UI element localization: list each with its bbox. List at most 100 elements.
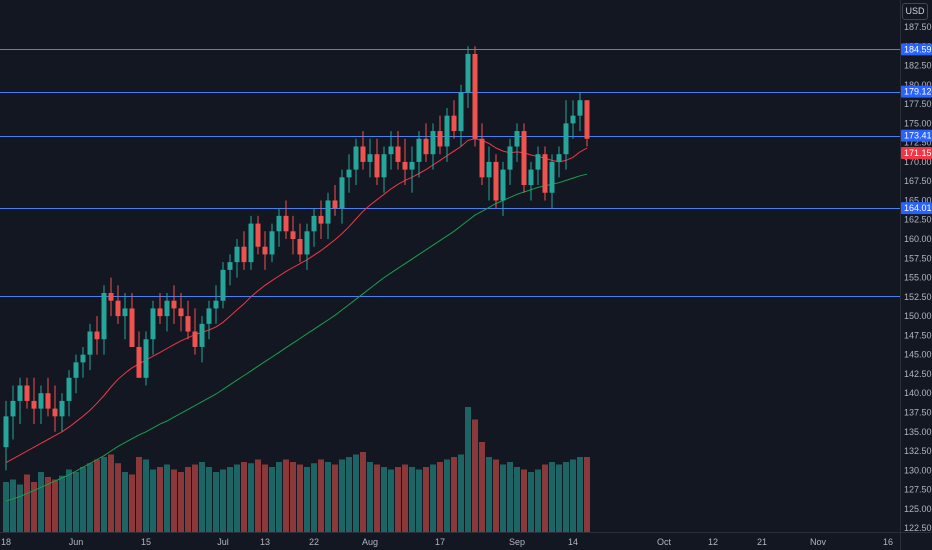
time-tick-label: Sep [509, 537, 525, 547]
candle-body [129, 308, 135, 347]
price-tick-label: 122.50 [904, 523, 932, 533]
candle-body [122, 308, 128, 317]
candle-body [31, 400, 37, 409]
price-tick-label: 172.50 [904, 138, 932, 148]
volume-bar [360, 452, 366, 532]
volume-bar [584, 457, 590, 532]
candle-body [220, 269, 226, 301]
volume-bar [297, 464, 303, 532]
volume-bar [87, 463, 93, 532]
volume-bar [108, 454, 114, 532]
price-tick-label: 162.50 [904, 215, 932, 225]
volume-bar [220, 469, 226, 532]
candle-body [108, 292, 114, 301]
candle-body [353, 146, 359, 170]
candle-body [269, 231, 275, 255]
price-level-label: 184.59 [904, 44, 932, 54]
candle-body [549, 161, 555, 193]
volume-bar [395, 467, 401, 532]
volume-bar [535, 469, 541, 532]
candle-body [395, 146, 401, 162]
volume-bar [94, 459, 100, 532]
volume-bar [150, 469, 156, 532]
volume-bar [157, 467, 163, 532]
currency-badge[interactable]: USD [902, 3, 928, 20]
price-tick-label: 170.00 [904, 157, 932, 167]
candle-body [227, 262, 233, 270]
candle-body [556, 154, 562, 162]
price-tick-label: 137.50 [904, 407, 932, 417]
volume-bar [129, 474, 135, 532]
price-tick-label: 177.50 [904, 99, 932, 109]
candle-body [164, 300, 170, 317]
volume-bar [262, 464, 268, 532]
volume-bar [486, 457, 492, 532]
price-level-label-bg [901, 85, 932, 98]
price-level-label-bg [901, 202, 932, 215]
volume-bar [31, 482, 37, 532]
time-tick-label: 18 [1, 537, 11, 547]
candle-body [402, 161, 408, 170]
price-tick-label: 142.50 [904, 369, 932, 379]
candle-body [213, 300, 219, 309]
volume-bar [17, 484, 23, 532]
candle-body [486, 161, 492, 178]
volume-bar [430, 464, 436, 532]
volume-bar [115, 463, 121, 532]
candle-body [423, 138, 429, 155]
volume-bar [472, 419, 478, 532]
volume-bar [556, 464, 562, 532]
time-tick-label: 16 [883, 537, 893, 547]
time-tick-label: 21 [757, 537, 767, 547]
time-tick-label: Oct [657, 537, 672, 547]
candle-body [283, 215, 289, 232]
volume-bar [73, 472, 79, 532]
volume-bar [388, 469, 394, 532]
volume-bar [325, 462, 331, 532]
volume-bar [367, 462, 373, 532]
volume-bar [437, 462, 443, 532]
volume-bar [66, 469, 72, 532]
volume-bar [122, 472, 128, 532]
time-tick-label: Aug [362, 537, 378, 547]
candle-body [346, 169, 352, 178]
volume-bar [521, 469, 527, 532]
price-tick-label: 125.00 [904, 504, 932, 514]
candle-body [157, 308, 163, 317]
volume-bar [276, 462, 282, 532]
candle-body [297, 239, 303, 255]
volume-bar [206, 467, 212, 532]
candle-body [241, 246, 247, 263]
time-tick-label: Jul [217, 537, 229, 547]
moving-average-slow-line [5, 173, 588, 502]
volume-bar [332, 464, 338, 532]
candle-body [45, 393, 51, 409]
candle-body [444, 115, 450, 147]
candle-body [493, 161, 499, 201]
candle-body [381, 154, 387, 178]
candle-body [584, 100, 590, 139]
candle-body [521, 131, 527, 186]
candle-body [500, 169, 506, 201]
time-tick-label: 14 [568, 537, 578, 547]
candle-body [73, 362, 79, 378]
volume-bar [423, 467, 429, 532]
volume-bar [38, 472, 44, 532]
volume-bar [479, 442, 485, 532]
price-tick-label: 165.00 [904, 195, 932, 205]
volume-bar [3, 482, 9, 532]
volume-bar [542, 464, 548, 532]
volume-bar [514, 467, 520, 532]
volume-bar [549, 462, 555, 532]
volume-bar [507, 462, 513, 532]
volume-bar [290, 462, 296, 532]
candle-body [150, 308, 156, 340]
volume-bar [136, 457, 142, 532]
candle-body [255, 223, 261, 247]
volume-bar [458, 454, 464, 532]
volume-bar [346, 457, 352, 532]
price-tick-label: 167.50 [904, 176, 932, 186]
volume-bar [10, 479, 16, 532]
volume-bar [304, 467, 310, 532]
